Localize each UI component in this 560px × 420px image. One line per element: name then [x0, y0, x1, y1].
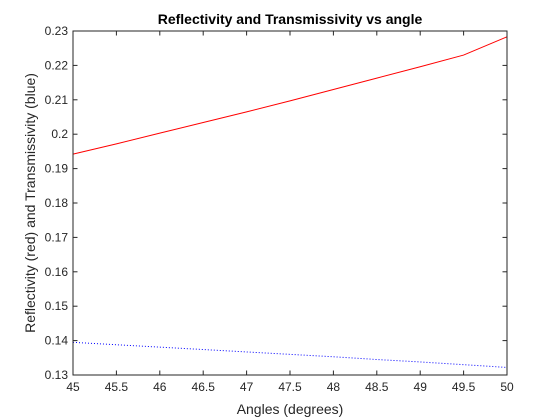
y-tick-label: 0.15 — [45, 299, 69, 313]
y-tick-label: 0.21 — [45, 93, 69, 107]
y-tick-label: 0.14 — [45, 334, 69, 348]
x-tick-label: 49 — [414, 380, 428, 394]
y-tick-label: 0.22 — [45, 58, 69, 72]
x-tick-label: 47 — [240, 380, 254, 394]
x-tick-label: 46 — [153, 380, 167, 394]
x-tick-label: 47.5 — [278, 380, 302, 394]
y-axis-label: Reflectivity (red) and Transmissivity (b… — [22, 73, 38, 333]
x-tick-label: 46.5 — [192, 380, 216, 394]
x-axis-label: Angles (degrees) — [237, 401, 344, 417]
y-tick-label: 0.19 — [45, 162, 69, 176]
y-tick-label: 0.13 — [45, 368, 69, 382]
y-tick-label: 0.18 — [45, 196, 69, 210]
y-tick-label: 0.17 — [45, 230, 69, 244]
y-tick-label: 0.2 — [51, 127, 68, 141]
y-tick-label: 0.23 — [45, 24, 69, 38]
x-tick-label: 45.5 — [105, 380, 129, 394]
x-tick-label: 45 — [66, 380, 80, 394]
x-tick-label: 50 — [500, 380, 514, 394]
plot-area — [73, 31, 507, 375]
x-tick-label: 48.5 — [365, 380, 389, 394]
x-tick-label: 49.5 — [452, 380, 476, 394]
y-tick-label: 0.16 — [45, 265, 69, 279]
x-tick-label: 48 — [327, 380, 341, 394]
chart-title: Reflectivity and Transmissivity vs angle — [158, 11, 423, 27]
